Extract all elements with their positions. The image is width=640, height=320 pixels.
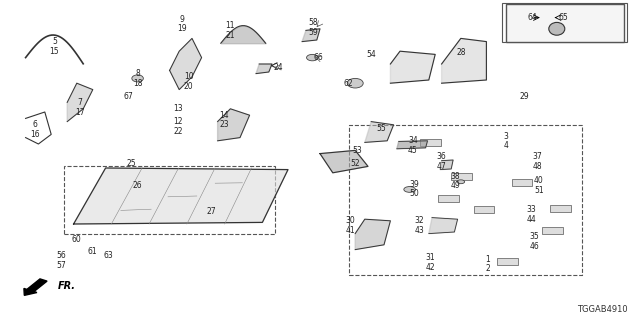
Text: 66: 66: [314, 53, 324, 62]
Text: 44: 44: [526, 215, 536, 224]
Text: 30: 30: [346, 216, 356, 225]
Text: 43: 43: [414, 226, 424, 235]
Text: 27: 27: [206, 207, 216, 216]
Ellipse shape: [457, 180, 465, 184]
Text: 29: 29: [520, 92, 530, 100]
Text: 52: 52: [350, 159, 360, 168]
Text: 51: 51: [534, 186, 544, 195]
Text: 6: 6: [33, 120, 38, 129]
Text: 14: 14: [219, 111, 229, 120]
Text: 54: 54: [366, 50, 376, 59]
Polygon shape: [218, 109, 250, 141]
Polygon shape: [67, 83, 93, 122]
Text: 19: 19: [177, 24, 188, 33]
Bar: [451, 173, 472, 180]
Text: 48: 48: [532, 162, 543, 171]
Text: 58: 58: [308, 18, 319, 27]
Text: 42: 42: [425, 263, 435, 272]
Text: TGGAB4910: TGGAB4910: [577, 305, 627, 314]
Text: 53: 53: [352, 146, 362, 155]
Text: FR.: FR.: [58, 281, 76, 292]
Polygon shape: [355, 219, 390, 250]
Polygon shape: [390, 51, 435, 83]
Polygon shape: [365, 122, 394, 142]
Bar: [497, 258, 518, 265]
Text: 55: 55: [376, 124, 386, 132]
Bar: [420, 139, 441, 146]
Text: 61: 61: [88, 247, 98, 256]
Text: 57: 57: [56, 261, 66, 270]
Text: 36: 36: [436, 152, 447, 161]
Text: 2: 2: [485, 264, 490, 273]
Text: 46: 46: [529, 242, 540, 251]
Text: 8: 8: [135, 69, 140, 78]
Text: 32: 32: [414, 216, 424, 225]
Text: 1: 1: [485, 255, 490, 264]
Text: 17: 17: [75, 108, 85, 116]
Polygon shape: [302, 29, 320, 42]
Text: 33: 33: [526, 205, 536, 214]
Text: 12: 12: [173, 117, 182, 126]
Text: 11: 11: [226, 21, 235, 30]
Ellipse shape: [404, 187, 415, 192]
Text: 4: 4: [503, 141, 508, 150]
Polygon shape: [256, 64, 272, 74]
Text: 41: 41: [346, 226, 356, 235]
Ellipse shape: [307, 54, 318, 61]
Text: 59: 59: [308, 28, 319, 36]
Text: 35: 35: [529, 232, 540, 241]
Text: 21: 21: [226, 31, 235, 40]
Text: 31: 31: [425, 253, 435, 262]
Text: 28: 28: [456, 48, 465, 57]
Text: 62: 62: [344, 79, 354, 88]
Text: 50: 50: [410, 189, 420, 198]
Text: 23: 23: [219, 120, 229, 129]
Polygon shape: [397, 141, 428, 149]
Text: 65: 65: [558, 13, 568, 22]
Polygon shape: [429, 218, 458, 234]
Bar: [438, 195, 459, 202]
Polygon shape: [170, 38, 202, 90]
Text: 40: 40: [534, 176, 544, 185]
Bar: [506, 4, 624, 42]
Text: 64: 64: [527, 13, 538, 22]
Text: 26: 26: [132, 181, 143, 190]
Ellipse shape: [132, 75, 143, 82]
Text: 60: 60: [72, 236, 82, 244]
FancyArrow shape: [24, 279, 47, 295]
Bar: [550, 205, 571, 212]
Text: 34: 34: [408, 136, 418, 145]
Text: 22: 22: [173, 127, 182, 136]
Text: 18: 18: [133, 79, 142, 88]
Polygon shape: [320, 150, 368, 173]
Text: 67: 67: [123, 92, 133, 100]
Text: 49: 49: [451, 181, 461, 190]
Bar: [542, 227, 563, 234]
Text: 24: 24: [273, 63, 284, 72]
Ellipse shape: [348, 78, 364, 88]
Polygon shape: [442, 38, 486, 83]
Text: 25: 25: [126, 159, 136, 168]
Text: 56: 56: [56, 252, 66, 260]
Text: 39: 39: [410, 180, 420, 188]
Polygon shape: [440, 160, 453, 170]
Text: 37: 37: [532, 152, 543, 161]
Bar: [512, 179, 532, 186]
Text: 63: 63: [104, 252, 114, 260]
Text: 47: 47: [436, 162, 447, 171]
Text: 3: 3: [503, 132, 508, 140]
Text: 10: 10: [184, 72, 194, 81]
Text: 5: 5: [52, 37, 57, 46]
Text: 7: 7: [77, 98, 83, 107]
Polygon shape: [74, 168, 288, 224]
Text: 15: 15: [49, 47, 60, 56]
Bar: [474, 206, 494, 213]
Text: 45: 45: [408, 146, 418, 155]
Text: 20: 20: [184, 82, 194, 91]
Ellipse shape: [548, 22, 564, 35]
Text: 13: 13: [173, 104, 183, 113]
Text: 16: 16: [30, 130, 40, 139]
Text: 38: 38: [451, 172, 461, 180]
Text: 9: 9: [180, 15, 185, 24]
